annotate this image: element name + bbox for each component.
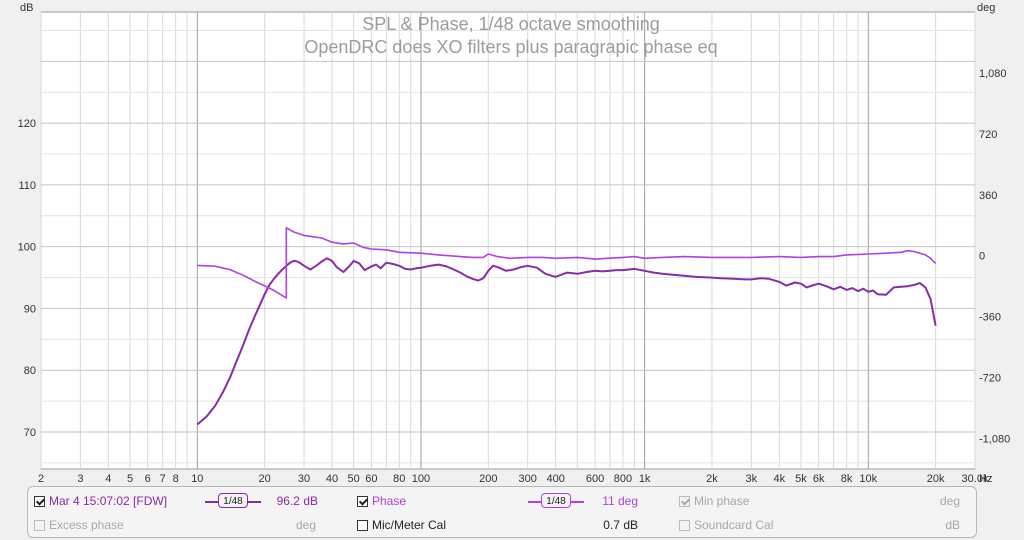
- phase-series-line: [197, 227, 937, 299]
- x-tick-label: 5: [127, 473, 133, 485]
- x-tick-label: 3k: [746, 473, 758, 485]
- x-tick-label: 20: [259, 473, 271, 485]
- y-tick-label-left: 90: [24, 303, 36, 315]
- x-tick-label: 2: [38, 473, 44, 485]
- y-tick-label-right: -360: [979, 312, 1001, 324]
- y-tick-label-right: -1,080: [979, 434, 1010, 446]
- x-tick-label: 80: [393, 473, 405, 485]
- y-tick-label-right: 1,080: [979, 68, 1007, 80]
- mic-cal-label: Mic/Meter Cal: [372, 518, 447, 532]
- phase-toggle[interactable]: Phase: [357, 493, 406, 509]
- x-tick-label: 30.0k: [962, 473, 989, 485]
- min-phase-unit: deg: [939, 494, 960, 508]
- legend-row-2: Excess phase deg Mic/Meter Cal 0.7 dB So…: [28, 513, 976, 537]
- x-tick-label: 600: [586, 473, 604, 485]
- phase-smoothing-value: 1/48: [541, 493, 571, 508]
- x-tick-label: 60: [365, 473, 377, 485]
- excess-phase-checkbox[interactable]: [34, 520, 45, 531]
- x-tick-label: 400: [546, 473, 564, 485]
- measurement-toggle[interactable]: Mar 4 15:07:02 [FDW]: [34, 493, 167, 509]
- soundcard-cal-label: Soundcard Cal: [694, 518, 774, 532]
- x-tick-label: 7: [160, 473, 166, 485]
- x-tick-label: 40: [326, 473, 338, 485]
- y-tick-label-left: 120: [18, 118, 36, 130]
- y-tick-label-right: 720: [979, 129, 997, 141]
- soundcard-cal-checkbox[interactable]: [679, 520, 690, 531]
- measurement-checkbox[interactable]: [34, 496, 45, 507]
- mic-cal-checkbox[interactable]: [357, 520, 368, 531]
- plot-area: [40, 11, 976, 470]
- measurement-name: Mar 4 15:07:02 [FDW]: [49, 494, 168, 508]
- y-tick-label-left: 80: [24, 365, 36, 377]
- x-tick-label: 4k: [773, 473, 785, 485]
- x-tick-label: 8k: [841, 473, 853, 485]
- soundcard-cal-unit: dB: [945, 518, 960, 532]
- x-tick-label: 8: [173, 473, 179, 485]
- x-tick-label: 50: [348, 473, 360, 485]
- phase-checkbox[interactable]: [357, 496, 368, 507]
- chart-title: SPL & Phase, 1/48 octave smoothing: [362, 14, 660, 34]
- x-tick-label: 800: [614, 473, 632, 485]
- x-tick-label: 10: [191, 473, 203, 485]
- x-tick-label: 2k: [706, 473, 718, 485]
- mic-cal-toggle[interactable]: Mic/Meter Cal: [357, 517, 446, 533]
- x-axis-label: Hz: [979, 473, 992, 485]
- y-tick-label-right: 0: [979, 251, 985, 263]
- phase-smoothing-control[interactable]: 1/48: [528, 493, 584, 513]
- chart-subtitle: OpenDRC does XO filters plus paragrapic …: [304, 37, 717, 57]
- min-phase-toggle[interactable]: Min phase: [679, 493, 749, 509]
- x-tick-label: 20k: [927, 473, 945, 485]
- x-tick-label: 30: [298, 473, 310, 485]
- x-tick-label: 6k: [813, 473, 825, 485]
- x-tick-label: 100: [412, 473, 430, 485]
- excess-phase-unit: deg: [295, 518, 316, 532]
- measurement-value: 96.2 dB: [276, 494, 318, 508]
- mic-cal-value: 0.7 dB: [603, 518, 638, 532]
- measurement-smoothing-control[interactable]: 1/48: [205, 493, 261, 513]
- min-phase-label: Min phase: [694, 494, 750, 508]
- excess-phase-toggle[interactable]: Excess phase: [34, 517, 124, 533]
- y-tick-label-left: 110: [18, 180, 36, 192]
- measurement-smoothing-value: 1/48: [218, 493, 248, 508]
- spl-series-line: [196, 257, 937, 426]
- x-tick-label: 6: [145, 473, 151, 485]
- x-tick-label: 300: [519, 473, 537, 485]
- y-axis-left-label: dB: [20, 2, 33, 14]
- x-tick-label: 5k: [795, 473, 807, 485]
- legend-panel: Mar 4 15:07:02 [FDW] 1/48 96.2 dB Phase …: [27, 486, 977, 538]
- excess-phase-label: Excess phase: [49, 518, 124, 532]
- x-tick-label: 1k: [639, 473, 651, 485]
- x-tick-label: 4: [105, 473, 111, 485]
- soundcard-cal-toggle[interactable]: Soundcard Cal: [679, 517, 773, 533]
- y-tick-label-left: 100: [18, 242, 36, 254]
- x-tick-label: 10k: [859, 473, 877, 485]
- x-tick-label: 3: [77, 473, 83, 485]
- x-tick-label: 200: [479, 473, 497, 485]
- phase-label: Phase: [372, 494, 407, 508]
- spl-phase-chart: 2 3 4 5 6 7 8 10 20 30 40 50 60 80 100 200 300 400 600 800 1…: [18, 2, 1011, 485]
- min-phase-checkbox[interactable]: [679, 496, 690, 507]
- legend-row-1: Mar 4 15:07:02 [FDW] 1/48 96.2 dB Phase …: [28, 489, 976, 513]
- y-tick-label-right: 360: [979, 190, 997, 202]
- y-tick-label-left: 70: [24, 427, 36, 439]
- y-axis-right-label: deg: [977, 2, 995, 14]
- y-tick-label-right: -720: [979, 373, 1001, 385]
- phase-value: 11 deg: [602, 494, 638, 508]
